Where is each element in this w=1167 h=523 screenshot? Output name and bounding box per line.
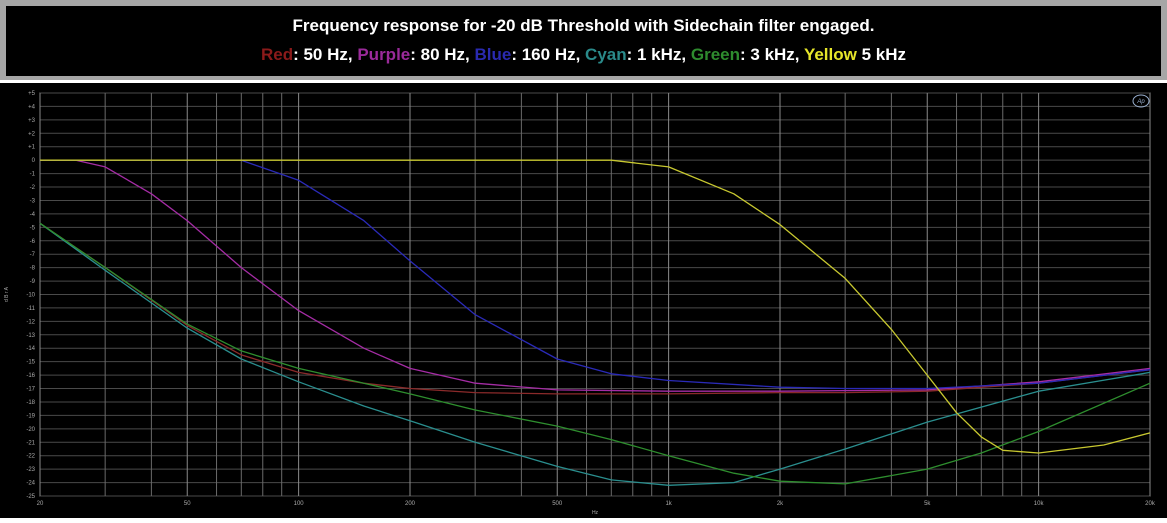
y-tick-label: -13 <box>26 333 35 339</box>
x-tick-label: 2k <box>777 501 784 507</box>
y-tick-label: +5 <box>28 91 36 97</box>
y-tick-label: -7 <box>30 252 36 258</box>
y-tick-label: -3 <box>30 198 36 204</box>
y-tick-label: -16 <box>26 373 35 379</box>
y-tick-label: -21 <box>26 440 35 446</box>
chart-legend: Red: 50 Hz, Purple: 80 Hz, Blue: 160 Hz,… <box>6 45 1161 65</box>
series-line-cyan <box>39 222 1151 486</box>
x-axis-label: Hz <box>592 510 599 516</box>
x-tick-label: 100 <box>294 501 305 507</box>
legend-value-blue: : 160 Hz, <box>511 45 586 64</box>
series-line-purple <box>40 159 1151 392</box>
x-tick-label: 20k <box>1145 501 1156 507</box>
y-tick-label: -19 <box>26 413 35 419</box>
chart-header-panel: Frequency response for -20 dB Threshold … <box>6 6 1161 76</box>
legend-entry-yellow: Yellow <box>803 45 857 64</box>
ap-logo-icon <box>1132 94 1150 108</box>
y-tick-label: 0 <box>32 158 36 164</box>
y-tick-label: -12 <box>26 319 35 325</box>
y-tick-label: -5 <box>30 225 36 231</box>
y-tick-label: -9 <box>30 279 36 285</box>
y-axis-label: d B r A <box>4 286 10 302</box>
legend-value-yellow: 5 kHz <box>856 45 907 64</box>
y-tick-label: -25 <box>26 494 35 500</box>
y-tick-label: -15 <box>26 360 35 366</box>
series-line-yellow <box>40 159 1151 454</box>
frequency-response-chart: +5 +4 +3 +2 +1 0 -1 -2 -3 -4 -5 -6 -7 -8 -9 -10 -11 -12 -1… <box>4 91 1156 516</box>
legend-value-red: : 50 Hz, <box>293 45 358 64</box>
x-tick-label: 20 <box>37 501 44 507</box>
series-line-blue <box>40 159 1151 390</box>
legend-entry-red: Red <box>260 45 294 64</box>
y-tick-label: -24 <box>26 481 35 487</box>
legend-value-purple: : 80 Hz, <box>410 45 475 64</box>
ap-logo-text: Ap <box>1136 99 1145 105</box>
legend-entry-purple: Purple <box>357 45 411 64</box>
x-tick-label: 1k <box>665 501 672 507</box>
chart-header: Frequency response for -20 dB Threshold … <box>0 0 1167 80</box>
series-line-red <box>39 222 1151 395</box>
y-tick-label: -23 <box>26 467 35 473</box>
y-tick-label: +3 <box>28 118 36 124</box>
x-tick-label: 5k <box>924 501 931 507</box>
legend-value-green: : 3 kHz, <box>740 45 804 64</box>
legend-entry-cyan: Cyan <box>585 45 627 64</box>
y-tick-label: -11 <box>27 306 36 312</box>
y-tick-label: +2 <box>28 131 36 137</box>
legend-entry-blue: Blue <box>474 45 512 64</box>
y-tick-label: -17 <box>26 387 35 393</box>
x-tick-label: 50 <box>184 501 191 507</box>
y-tick-label: -18 <box>26 400 35 406</box>
y-tick-label: -20 <box>26 427 35 433</box>
y-tick-label: -10 <box>26 293 35 299</box>
y-tick-label: -4 <box>30 212 36 218</box>
series-line-green <box>39 222 1151 485</box>
y-tick-label: -14 <box>26 346 35 352</box>
y-tick-label: -8 <box>30 266 36 272</box>
x-tick-label: 200 <box>405 501 416 507</box>
plot-area: +5 +4 +3 +2 +1 0 -1 -2 -3 -4 -5 -6 -7 -8 -9 -10 -11 -12 -1… <box>0 83 1167 518</box>
legend-entry-green: Green <box>690 45 741 64</box>
x-tick-label: 500 <box>552 501 563 507</box>
chart-title: Frequency response for -20 dB Threshold … <box>292 16 875 35</box>
y-tick-label: -6 <box>30 239 36 245</box>
y-tick-label: -1 <box>30 172 36 178</box>
legend-value-cyan: : 1 kHz, <box>626 45 691 64</box>
y-tick-label: +1 <box>28 145 36 151</box>
y-tick-label: -2 <box>30 185 36 191</box>
y-tick-label: +4 <box>28 104 36 110</box>
x-tick-label: 10k <box>1034 501 1045 507</box>
y-tick-label: -22 <box>26 454 35 460</box>
